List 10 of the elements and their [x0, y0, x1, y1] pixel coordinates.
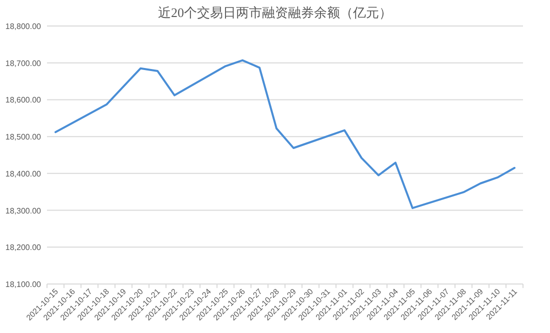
y-tick-label: 18,100.00 [5, 280, 42, 289]
y-tick-label: 18,300.00 [5, 206, 42, 216]
y-tick-label: 18,400.00 [5, 169, 42, 178]
chart-title: 近20个交易日两市融资融券余额（亿元） [158, 5, 392, 20]
line-series [54, 59, 516, 210]
y-tick-label: 18,700.00 [5, 58, 42, 68]
y-tick-label: 18,800.00 [5, 22, 42, 31]
y-tick-label: 18,200.00 [5, 243, 42, 252]
y-tick-label: 18,600.00 [5, 96, 42, 105]
y-tick-label: 18,500.00 [5, 132, 42, 142]
